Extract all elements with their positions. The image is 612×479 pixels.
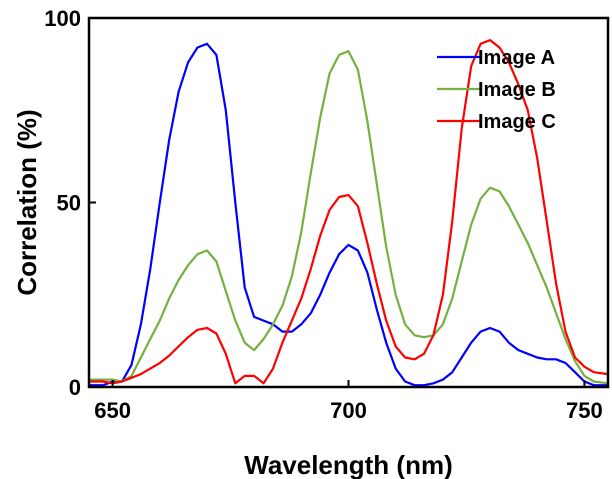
x-axis: 650 700 750 xyxy=(94,380,603,423)
y-tick-label: 100 xyxy=(44,6,81,31)
y-axis: 0 50 100 xyxy=(44,6,96,400)
legend-label: Image C xyxy=(478,111,556,133)
x-tick-label: 650 xyxy=(94,398,131,423)
series-line-image-b xyxy=(89,50,609,385)
legend-label: Image B xyxy=(478,79,556,101)
series-line-image-a xyxy=(89,42,608,387)
x-tick-label: 700 xyxy=(330,398,367,423)
legend-label: Image A xyxy=(478,47,555,69)
y-tick-label: 0 xyxy=(69,375,81,400)
y-axis-label: Correlation (%) xyxy=(12,109,42,295)
series-layer xyxy=(89,38,609,387)
plot-area-frame xyxy=(87,16,610,389)
series-line-image-c xyxy=(89,38,609,385)
x-axis-label: Wavelength (nm) xyxy=(244,450,452,479)
legend: Image A Image B Image C xyxy=(437,47,556,133)
y-tick-label: 50 xyxy=(57,191,81,216)
x-tick-label: 750 xyxy=(566,398,603,423)
